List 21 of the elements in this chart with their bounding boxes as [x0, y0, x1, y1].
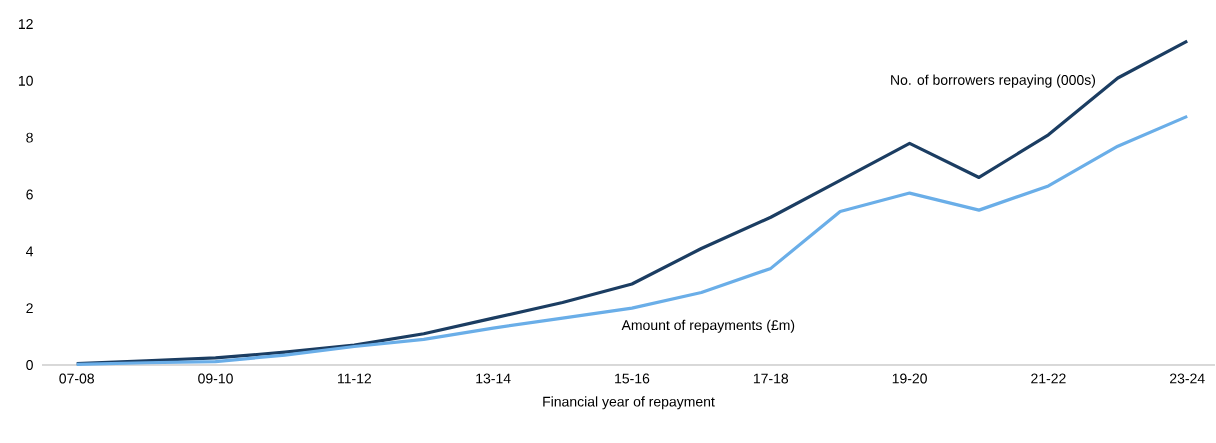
line-series: [75, 114, 1189, 367]
x-tick-label: 23-24: [1170, 373, 1205, 384]
series-label: Amount of repayments (£m): [621, 319, 795, 333]
x-axis-title: Financial year of repayment: [543, 396, 715, 410]
y-tick-label: 4: [26, 246, 34, 257]
x-tick-label: 13-14: [476, 373, 511, 384]
line-series: [75, 39, 1189, 366]
x-tick-label: 19-20: [892, 373, 927, 384]
x-tick-label: 17-18: [753, 373, 789, 384]
x-tick-label: 11-12: [338, 373, 372, 384]
y-tick-label: 6: [26, 189, 33, 200]
x-tick-label: 21-22: [1031, 373, 1066, 384]
x-tick-label: 15-16: [615, 373, 650, 384]
x-tick-label: 07-08: [59, 373, 94, 384]
y-tick-label: 2: [26, 303, 33, 314]
y-tick-label: 12: [18, 19, 33, 29]
x-tick-label: 09-10: [198, 373, 233, 384]
y-tick-label: 8: [26, 132, 33, 143]
y-tick-label: 0: [26, 360, 33, 370]
series-label: No. of borrowers repaying (000s): [891, 74, 1096, 88]
y-tick-label: 10: [18, 75, 33, 86]
